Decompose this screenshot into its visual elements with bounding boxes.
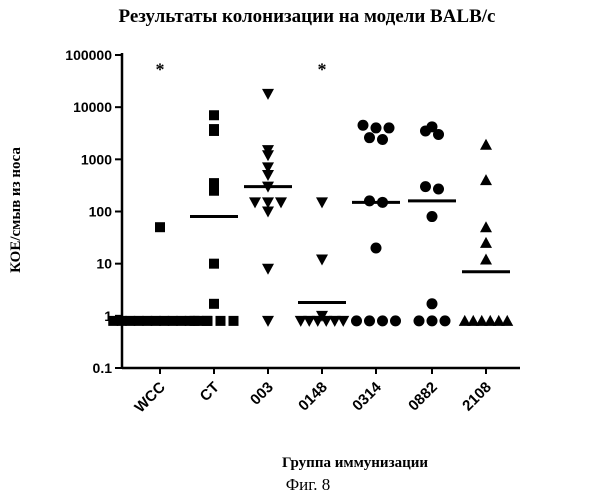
data-point-triangle-up xyxy=(480,254,492,265)
data-point-triangle-down xyxy=(262,316,274,327)
x-category-label: 0882 xyxy=(405,379,441,415)
x-axis-label: Группа иммунизации xyxy=(282,455,428,471)
data-point-circle xyxy=(420,181,431,192)
data-point-triangle-down xyxy=(275,197,287,208)
data-point-asterisk: * xyxy=(156,60,165,80)
data-point-triangle-down xyxy=(262,170,274,181)
median-lines xyxy=(136,187,510,321)
data-point-circle xyxy=(427,315,438,326)
data-point-triangle-up xyxy=(480,237,492,248)
data-point-triangle-down xyxy=(262,264,274,275)
x-category-label: 003 xyxy=(247,379,277,409)
data-point-circle xyxy=(371,122,382,133)
data-point-circle xyxy=(371,242,382,253)
data-point-triangle-down xyxy=(316,197,328,208)
data-points: ** xyxy=(108,60,513,327)
data-point-square xyxy=(203,316,213,326)
y-tick-label: 100000 xyxy=(65,47,112,63)
x-category-label: 2108 xyxy=(459,379,495,415)
y-axis-label: КОЕ/смыв из носа xyxy=(8,147,24,273)
data-point-triangle-up xyxy=(501,315,513,326)
data-point-circle xyxy=(351,315,362,326)
data-point-circle xyxy=(377,315,388,326)
data-point-circle xyxy=(420,125,431,136)
x-category-label: 0314 xyxy=(349,378,385,414)
x-category-label: 0148 xyxy=(295,379,331,415)
data-point-square xyxy=(209,259,219,269)
y-tick-label: 0.1 xyxy=(93,360,113,376)
data-point-triangle-down xyxy=(337,316,349,327)
data-point-square xyxy=(209,110,219,120)
data-point-triangle-up xyxy=(480,139,492,150)
data-point-square xyxy=(209,126,219,136)
data-point-square xyxy=(229,316,239,326)
data-point-triangle-down xyxy=(316,255,328,266)
data-point-circle xyxy=(427,298,438,309)
y-tick-label: 100 xyxy=(89,204,113,220)
data-point-circle xyxy=(440,315,451,326)
data-point-circle xyxy=(384,122,395,133)
data-point-circle xyxy=(358,120,369,131)
data-point-triangle-up xyxy=(480,221,492,232)
data-point-triangle-down xyxy=(249,197,261,208)
data-point-triangle-up xyxy=(480,174,492,185)
y-tick-label: 1000 xyxy=(81,151,112,167)
data-point-circle xyxy=(390,315,401,326)
data-point-square xyxy=(216,316,226,326)
data-point-circle xyxy=(364,315,375,326)
data-point-triangle-down xyxy=(262,89,274,100)
x-category-label: CT xyxy=(197,379,223,405)
data-point-circle xyxy=(377,134,388,145)
data-point-triangle-down xyxy=(262,150,274,161)
data-point-circle xyxy=(414,315,425,326)
data-point-triangle-down xyxy=(262,207,274,218)
data-point-circle xyxy=(433,183,444,194)
chart-title: Результаты колонизации на модели BALB/c xyxy=(119,6,496,27)
data-point-square xyxy=(190,316,200,326)
figure-caption: Фиг. 8 xyxy=(286,475,331,494)
x-category-label: WCC xyxy=(131,379,168,416)
data-point-square xyxy=(155,222,165,232)
y-tick-label: 10 xyxy=(96,256,112,272)
data-point-square xyxy=(209,186,219,196)
axes: 0.1110100100010000100000WCCCT00301480314… xyxy=(65,47,520,416)
data-point-circle xyxy=(433,129,444,140)
data-point-asterisk: * xyxy=(318,60,327,80)
data-point-square xyxy=(209,299,219,309)
data-point-circle xyxy=(364,132,375,143)
data-point-circle xyxy=(427,211,438,222)
y-tick-label: 10000 xyxy=(73,99,112,115)
